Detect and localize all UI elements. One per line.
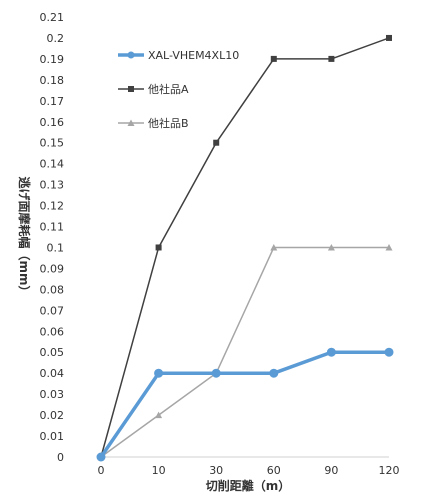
data-point [154,368,164,378]
x-tick-label: 0 [98,464,105,477]
y-tick-label: 0.14 [40,158,65,171]
data-point [328,55,335,62]
y-tick-label: 0.04 [40,367,65,380]
data-point [213,139,220,146]
y-tick-label: 0.19 [40,53,65,66]
data-point [270,55,277,62]
y-tick-label: 0.06 [40,325,65,338]
legend-marker [128,86,134,92]
y-tick-label: 0.21 [40,11,65,24]
x-tick-label: 10 [152,464,166,477]
legend-item: 他社品B [118,116,189,130]
data-point [326,347,336,357]
y-tick-label: 0.01 [40,430,65,443]
y-tick-label: 0.18 [40,74,65,87]
series-0 [96,347,394,462]
data-point [385,243,393,251]
legend-marker [127,51,135,59]
y-tick-label: 0.07 [40,304,65,317]
y-tick-label: 0.02 [40,409,65,422]
y-axis-title: 逃げ面摩耗幅（mm） [17,176,32,297]
y-tick-label: 0.05 [40,346,65,359]
series-line [100,246,389,458]
data-point [270,243,278,251]
y-tick-label: 0.16 [40,116,65,129]
y-tick-label: 0.12 [40,200,65,213]
y-tick-label: 0 [57,451,64,464]
data-point [269,368,279,378]
legend-item: 他社品A [118,82,189,96]
y-tick-label: 0.2 [47,32,65,45]
y-axis: 0 0.01 0.02 0.03 0.04 0.05 0.06 0.07 0.08 0.09 0.1… [40,11,65,464]
legend-marker [127,119,135,126]
x-tick-label: 30 [209,464,223,477]
data-point [155,411,163,419]
data-point [386,34,392,41]
data-point [384,347,394,357]
data-point [327,243,335,251]
y-tick-label: 0.1 [47,241,65,254]
series-line [100,37,390,458]
series-layer [96,34,394,462]
x-axis: 0 10 30 60 90 120 [98,456,400,477]
legend-label: 他社品A [148,82,189,96]
y-tick-label: 0.09 [40,262,65,275]
y-tick-label: 0.03 [40,388,65,401]
y-tick-label: 0.08 [40,283,65,296]
y-tick-label: 0.13 [40,179,65,192]
x-tick-label: 90 [324,464,338,477]
x-tick-label: 60 [267,464,281,477]
legend-label: 他社品B [148,116,189,130]
y-tick-label: 0.17 [40,95,65,108]
legend-item: XAL-VHEM4XL10 [118,49,239,62]
x-tick-label: 120 [379,464,400,477]
y-tick-label: 0.11 [40,221,65,234]
data-point [96,452,106,462]
data-point [211,368,221,378]
legend: XAL-VHEM4XL10 他社品A 他社品B [118,49,239,130]
x-axis-title: 切削距離（m） [206,478,291,493]
y-tick-label: 0.15 [40,137,65,150]
data-point [155,244,162,251]
series-line [99,350,389,458]
legend-label: XAL-VHEM4XL10 [148,49,239,62]
